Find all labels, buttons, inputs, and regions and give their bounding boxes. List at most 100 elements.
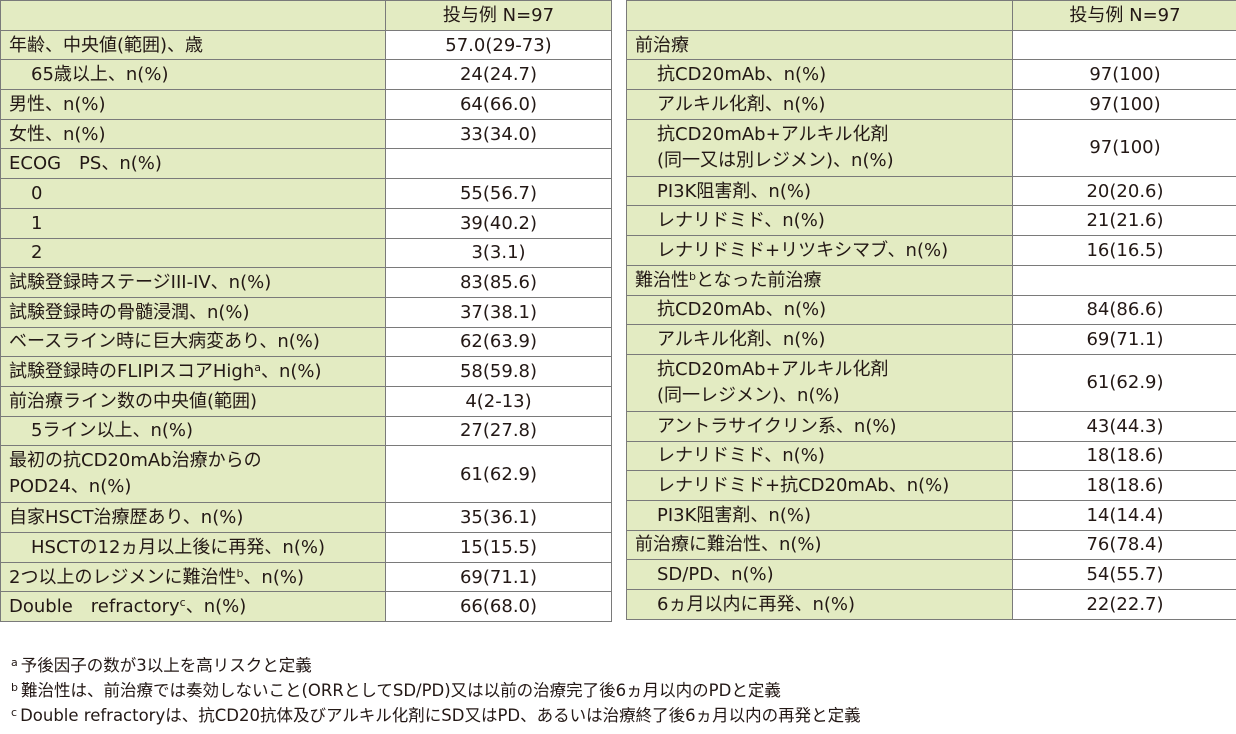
row-label: レナリドミド+抗CD20mAb、n(%) [626, 470, 1013, 501]
row-label: HSCTの12ヵ月以上後に再発、n(%) [0, 532, 386, 563]
footnote: a 予後因子の数が3以上を高リスクと定義 [11, 653, 861, 678]
row-label: 試験登録時の骨髄浸潤、n(%) [0, 296, 386, 328]
header-empty-cell [0, 0, 386, 31]
table-row: 2 3(3.1) [0, 237, 612, 269]
table-row: 前治療に難治性、n(%) 76(78.4) [626, 529, 1236, 561]
row-label: Double refractoryc、n(%) [0, 591, 386, 623]
table-row: アルキル化剤、n(%) 97(100) [626, 89, 1236, 120]
table-row: 難治性bとなった前治療 [626, 264, 1236, 296]
row-label: 抗CD20mAb+アルキル化剤 (同一又は別レジメン)、n(%) [626, 118, 1013, 177]
row-label: 男性、n(%) [0, 89, 386, 120]
label-text: 、n(%) [185, 596, 247, 618]
footnote-mark: c [11, 706, 18, 719]
row-label: アルキル化剤、n(%) [626, 324, 1013, 355]
row-label: PI3K阻害剤、n(%) [626, 175, 1013, 207]
table-row: 抗CD20mAb+アルキル化剤 (同一又は別レジメン)、n(%) 97(100) [626, 118, 1236, 177]
label-text: 試験登録時のFLIPIスコアHigh [9, 361, 255, 383]
footnote-text: Double refractoryは、抗CD20抗体及びアルキル化剤にSD又はP… [20, 706, 861, 725]
row-label: 最初の抗CD20mAb治療からの POD24、n(%) [0, 445, 386, 504]
table-row: 1 39(40.2) [0, 207, 612, 239]
footnotes: a 予後因子の数が3以上を高リスクと定義 b 難治性は、前治療では奏効しないこと(O… [11, 653, 861, 728]
table-header-row: 投与例 N=97 [0, 0, 612, 31]
table-row: 6ヵ月以内に再発、n(%) 22(22.7) [626, 589, 1236, 620]
table-row: 最初の抗CD20mAb治療からの POD24、n(%) 61(62.9) [0, 445, 612, 504]
row-value: 66(68.0) [385, 591, 612, 623]
row-label: レナリドミド、n(%) [626, 205, 1013, 237]
table-row: 抗CD20mAb、n(%) 84(86.6) [626, 294, 1236, 326]
row-label: 前治療に難治性、n(%) [626, 529, 1013, 561]
label-text: となった前治療 [695, 269, 822, 291]
label-text: 、n(%) [243, 566, 304, 588]
label-line: (同一又は別レジメン)、n(%) [657, 149, 894, 171]
row-value: 21(21.6) [1012, 205, 1236, 237]
row-value: 57.0(29-73) [385, 29, 612, 61]
row-value [1012, 264, 1236, 296]
row-value: 18(18.6) [1012, 440, 1236, 472]
footnote: b 難治性は、前治療では奏効しないこと(ORRとしてSD/PD)又は以前の治療完了… [11, 678, 861, 703]
footnote-mark: b [236, 566, 244, 580]
row-label: 年齢、中央値(範囲)、歳 [0, 29, 386, 61]
table-row: 男性、n(%) 64(66.0) [0, 89, 612, 120]
label-text: 2つ以上のレジメンに難治性 [9, 566, 237, 588]
row-label: SD/PD、n(%) [626, 559, 1013, 590]
table-row: レナリドミド+抗CD20mAb、n(%) 18(18.6) [626, 470, 1236, 501]
row-label: 6ヵ月以内に再発、n(%) [626, 589, 1013, 620]
column-header: 投与例 N=97 [385, 0, 612, 31]
table-row: アントラサイクリン系、n(%) 43(44.3) [626, 410, 1236, 442]
table-row: 試験登録時のFLIPIスコアHigha、n(%) 58(59.8) [0, 356, 612, 387]
table-row: 抗CD20mAb、n(%) 97(100) [626, 59, 1236, 91]
row-value: 24(24.7) [385, 59, 612, 91]
row-value: 69(71.1) [1012, 324, 1236, 355]
row-label: 難治性bとなった前治療 [626, 264, 1013, 296]
row-label: レナリドミド、n(%) [626, 440, 1013, 472]
table-row: アルキル化剤、n(%) 69(71.1) [626, 324, 1236, 355]
row-label: 0 [0, 178, 386, 209]
footnote-text: 予後因子の数が3以上を高リスクと定義 [20, 656, 312, 675]
table-row: 年齢、中央値(範囲)、歳 57.0(29-73) [0, 29, 612, 61]
table-row: 試験登録時ステージIII-IV、n(%) 83(85.6) [0, 267, 612, 298]
table-row: レナリドミド、n(%) 18(18.6) [626, 440, 1236, 472]
table-row: 前治療ライン数の中央値(範囲) 4(2-13) [0, 385, 612, 417]
table-row: レナリドミド+リツキシマブ、n(%) 16(16.5) [626, 235, 1236, 266]
table-row: 女性、n(%) 33(34.0) [0, 118, 612, 150]
row-label: ECOG PS、n(%) [0, 148, 386, 180]
label-line: POD24、n(%) [9, 476, 132, 498]
row-label: 1 [0, 207, 386, 239]
row-label: 抗CD20mAb、n(%) [626, 59, 1013, 91]
table-row: 前治療 [626, 29, 1236, 61]
row-value: 58(59.8) [385, 356, 612, 387]
row-value: 83(85.6) [385, 267, 612, 298]
label-line: 最初の抗CD20mAb治療からの [9, 450, 262, 472]
footnote-mark: b [11, 681, 18, 694]
row-value: 55(56.7) [385, 178, 612, 209]
row-value: 14(14.4) [1012, 499, 1236, 531]
row-label: 抗CD20mAb+アルキル化剤 (同一レジメン)、n(%) [626, 353, 1013, 412]
label-text: Double refractory [9, 596, 180, 618]
table-row: 自家HSCT治療歴あり、n(%) 35(36.1) [0, 502, 612, 533]
footnote-mark: a [11, 656, 18, 669]
table-row: PI3K阻害剤、n(%) 14(14.4) [626, 499, 1236, 531]
table-row: 抗CD20mAb+アルキル化剤 (同一レジメン)、n(%) 61(62.9) [626, 353, 1236, 412]
row-value: 37(38.1) [385, 296, 612, 328]
column-header: 投与例 N=97 [1012, 0, 1236, 31]
prior-therapy-table: 投与例 N=97 前治療 抗CD20mAb、n(%) 97(100) アルキル化… [626, 0, 1236, 620]
table-header-row: 投与例 N=97 [626, 0, 1236, 31]
table-row: Double refractoryc、n(%) 66(68.0) [0, 591, 612, 623]
row-value: 4(2-13) [385, 385, 612, 417]
row-label: 5ライン以上、n(%) [0, 415, 386, 447]
row-value: 64(66.0) [385, 89, 612, 120]
row-label: ベースライン時に巨大病変あり、n(%) [0, 326, 386, 358]
row-value [1012, 29, 1236, 61]
row-label: アントラサイクリン系、n(%) [626, 410, 1013, 442]
row-value: 15(15.5) [385, 532, 612, 563]
row-label: 前治療 [626, 29, 1013, 61]
table-row: 5ライン以上、n(%) 27(27.8) [0, 415, 612, 447]
header-empty-cell [626, 0, 1013, 31]
footnote-mark: a [254, 361, 261, 375]
row-label: PI3K阻害剤、n(%) [626, 499, 1013, 531]
row-label: 試験登録時のFLIPIスコアHigha、n(%) [0, 356, 386, 387]
row-label: 65歳以上、n(%) [0, 59, 386, 91]
row-value: 3(3.1) [385, 237, 612, 269]
table-row: HSCTの12ヵ月以上後に再発、n(%) 15(15.5) [0, 532, 612, 563]
table-row: SD/PD、n(%) 54(55.7) [626, 559, 1236, 590]
